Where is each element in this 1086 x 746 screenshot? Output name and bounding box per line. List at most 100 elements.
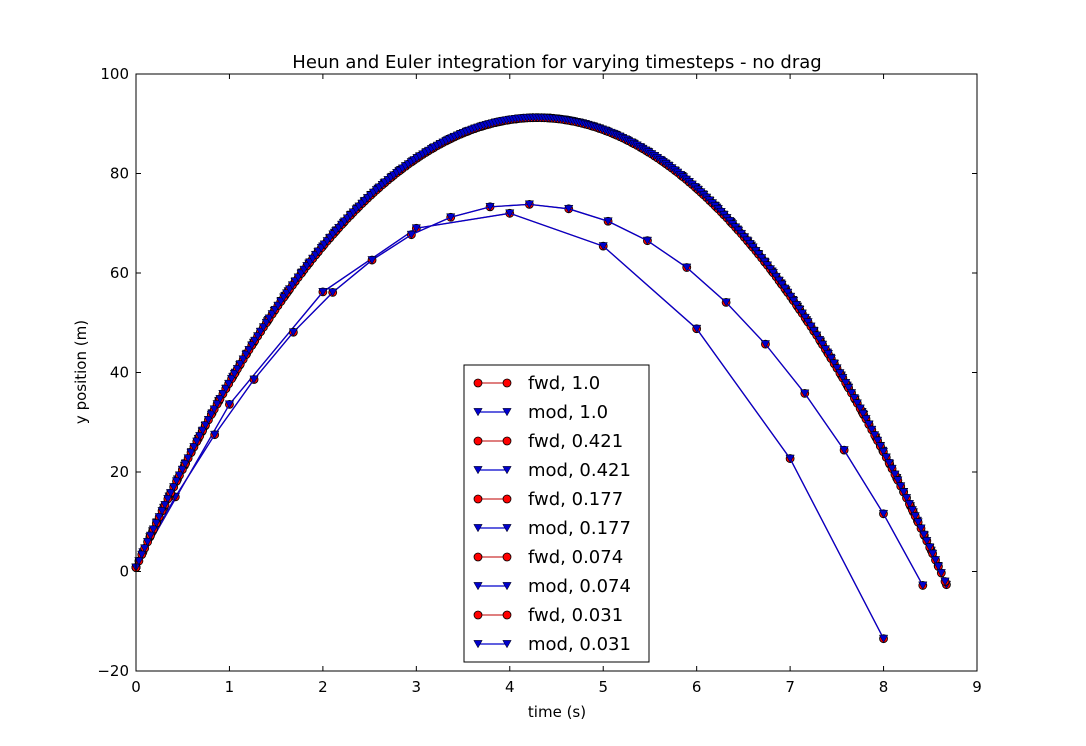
data-point: [134, 557, 144, 566]
legend-marker: [502, 552, 512, 562]
data-point: [235, 360, 245, 369]
x-tick-label: 7: [785, 678, 795, 696]
legend-entry: fwd, 1.0: [473, 373, 600, 394]
data-point: [940, 577, 950, 586]
legend-marker: [473, 378, 483, 388]
data-point: [224, 400, 235, 409]
data-point: [238, 355, 248, 364]
data-point: [160, 501, 170, 510]
data-point: [899, 488, 909, 497]
data-point: [815, 336, 825, 345]
data-point: [800, 389, 810, 398]
data-point: [922, 537, 932, 546]
legend-marker: [502, 582, 512, 591]
data-point: [794, 305, 804, 314]
data-point: [786, 292, 796, 301]
legend-entry: fwd, 0.074: [473, 547, 623, 568]
data-point: [913, 518, 923, 527]
data-point: [881, 453, 891, 462]
data-point: [878, 634, 889, 643]
data-point: [858, 409, 868, 419]
legend-marker: [502, 436, 512, 446]
data-point: [140, 544, 150, 553]
data-point: [904, 500, 915, 509]
data-point: [846, 389, 857, 398]
x-tick-label: 2: [318, 678, 328, 696]
legend-marker: [502, 610, 512, 620]
data-point: [218, 389, 228, 399]
data-point: [843, 384, 854, 393]
legend-marker: [473, 640, 483, 649]
data-point: [145, 531, 156, 540]
legend-marker: [502, 466, 512, 475]
legend-entry: mod, 0.177: [473, 518, 631, 539]
legend-marker: [473, 466, 483, 475]
data-point: [838, 374, 848, 383]
data-point: [186, 448, 196, 457]
x-tick-label: 8: [879, 678, 889, 696]
legend-label: fwd, 0.074: [528, 547, 623, 568]
data-point: [864, 420, 874, 429]
legend-marker: [502, 640, 512, 649]
legend-entry: fwd, 0.177: [473, 489, 623, 510]
data-point: [777, 280, 787, 289]
data-point: [832, 364, 842, 373]
data-point: [209, 405, 219, 414]
data-point: [203, 416, 214, 425]
data-point: [861, 415, 871, 424]
data-point: [411, 224, 421, 233]
x-tick-label: 5: [598, 678, 608, 696]
series-mod-1-0: [131, 209, 889, 643]
data-point: [901, 494, 912, 503]
data-point: [721, 298, 731, 307]
data-point: [930, 556, 941, 565]
data-point: [919, 530, 929, 539]
data-point: [791, 301, 802, 310]
data-point: [783, 288, 793, 297]
data-point: [852, 399, 862, 408]
legend-entry: mod, 0.031: [473, 634, 631, 655]
data-point: [800, 313, 810, 323]
data-point: [835, 369, 845, 378]
data-point: [916, 524, 926, 533]
data-point: [933, 562, 944, 571]
legend-box: [463, 364, 650, 663]
data-point: [841, 379, 851, 388]
legend-label: fwd, 1.0: [528, 373, 600, 394]
data-point: [785, 454, 795, 463]
legend-label: fwd, 0.421: [528, 431, 623, 452]
x-tick-label: 3: [412, 678, 422, 696]
legend-label: mod, 0.421: [528, 460, 631, 481]
y-tick-label: 20: [110, 463, 129, 481]
data-point: [232, 365, 243, 374]
data-point: [328, 288, 338, 297]
data-point: [878, 447, 888, 457]
data-point: [221, 384, 231, 394]
data-point: [867, 425, 877, 435]
legend-label: mod, 0.177: [528, 518, 631, 539]
data-point: [446, 213, 456, 222]
legend-entry: fwd, 0.031: [473, 605, 623, 626]
data-point: [803, 318, 813, 327]
data-point: [212, 400, 222, 409]
data-point: [927, 549, 938, 558]
data-point: [524, 200, 535, 209]
data-point: [169, 483, 179, 492]
legend: fwd, 1.0 mod, 1.0 fwd, 0.421 mod, 0.421 fwd,…: [463, 364, 650, 663]
y-tick-label: 100: [100, 65, 129, 83]
legend-marker: [502, 524, 512, 533]
data-point: [890, 470, 900, 479]
legend-marker: [473, 552, 483, 562]
data-point: [154, 513, 164, 522]
data-point: [829, 359, 839, 368]
data-point: [884, 459, 894, 468]
data-point: [893, 476, 903, 485]
data-point: [896, 482, 906, 491]
data-point: [163, 495, 173, 504]
series-layer: [131, 113, 952, 644]
data-point: [137, 550, 147, 559]
data-point: [195, 432, 205, 441]
legend-label: fwd, 0.031: [528, 605, 623, 626]
legend-entry: mod, 1.0: [473, 402, 608, 423]
